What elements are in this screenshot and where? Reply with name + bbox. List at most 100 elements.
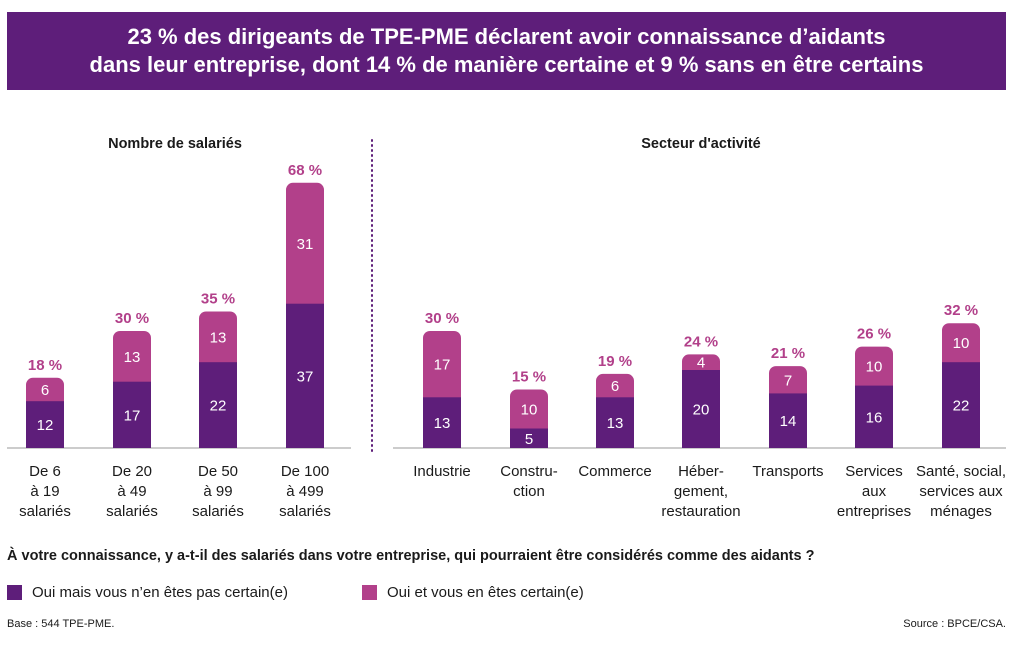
category-label-line: salariés (279, 503, 331, 520)
category-label-heber-gement-restauration: Héber-gement, restauration (661, 463, 740, 520)
value-label-certain-sante-social-services-aux-menages: 10 (953, 335, 970, 352)
bar-not-certain-transports (769, 393, 807, 448)
category-label-line: à 99 (203, 483, 232, 500)
value-label-not-certain-sante-social-services-aux-menages: 22 (953, 398, 970, 415)
total-label-constru-ction: 15 % (512, 369, 546, 386)
value-label-not-certain-transports: 14 (780, 413, 797, 430)
category-label-constru-ction: Constru-ction (500, 463, 558, 500)
category-label-de-6-a-19-salaries: De 6 à 19 salariés (19, 463, 71, 520)
legend-label-certain: Oui et vous en êtes certain(e) (387, 584, 584, 601)
category-label-commerce: Commerce (578, 463, 651, 480)
value-label-not-certain-services-aux-entreprises: 16 (866, 409, 883, 426)
category-label-line: entreprises (837, 503, 911, 520)
category-label-line: ménages (930, 503, 992, 520)
value-label-certain-heber-gement-restauration: 4 (697, 355, 705, 372)
total-label-industrie: 30 % (425, 310, 459, 327)
legend-swatch-certain (362, 585, 377, 600)
legend-label-not-certain: Oui mais vous n’en êtes pas certain(e) (32, 584, 288, 601)
value-label-certain-commerce: 6 (611, 378, 619, 395)
bar-not-certain-constru-ction (510, 428, 548, 448)
bar-not-certain-de-6-a-19-salaries (26, 401, 64, 448)
category-label-line: De 50 (198, 463, 238, 480)
value-label-certain-industrie: 17 (434, 357, 451, 374)
category-label-industrie: Industrie (413, 463, 471, 480)
category-label-transports: Transports (752, 463, 823, 480)
bar-not-certain-industrie (423, 397, 461, 448)
category-label-line: restauration (661, 503, 740, 520)
value-label-certain-de-6-a-19-salaries: 6 (41, 382, 49, 399)
category-label-line: Transports (752, 463, 823, 480)
legend-not-certain: Oui mais vous n’en êtes pas certain(e) (7, 584, 288, 601)
total-label-transports: 21 % (771, 345, 805, 362)
category-label-de-100-a-499-salaries: De 100 à 499 salariés (279, 463, 331, 520)
bar-certain-de-100-a-499-salaries (286, 182, 324, 314)
bar-certain-de-20-a-49-salaries (113, 331, 151, 392)
category-label-line: Commerce (578, 463, 651, 480)
value-label-certain-transports: 7 (784, 372, 792, 389)
value-label-not-certain-constru-ction: 5 (525, 431, 533, 448)
category-label-line: salariés (192, 503, 244, 520)
chart-title-nombre-de-salaries: Nombre de salariés (108, 136, 242, 152)
bar-not-certain-services-aux-entreprises (855, 385, 893, 448)
category-label-sante-social-services-aux-menages: Santé, social, services aux ménages (916, 463, 1006, 520)
legend-certain: Oui et vous en êtes certain(e) (362, 584, 584, 601)
bar-certain-industrie (423, 331, 461, 408)
category-label-line: De 6 (29, 463, 61, 480)
total-label-de-20-a-49-salaries: 30 % (115, 310, 149, 327)
category-label-line: salariés (19, 503, 71, 520)
bar-certain-sante-social-services-aux-menages (942, 323, 980, 373)
category-label-line: Industrie (413, 463, 471, 480)
category-label-line: Constru- (500, 463, 558, 480)
bar-not-certain-heber-gement-restauration (682, 370, 720, 448)
category-label-line: gement, (674, 483, 728, 500)
category-label-de-20-a-49-salaries: De 20 à 49 salariés (106, 463, 158, 520)
total-label-de-50-a-99-salaries: 35 % (201, 291, 235, 308)
total-label-services-aux-entreprises: 26 % (857, 326, 891, 343)
title-line-1: 23 % des dirigeants de TPE-PME déclarent… (127, 24, 886, 49)
total-label-de-100-a-499-salaries: 68 % (288, 162, 322, 179)
base-note: Base : 544 TPE-PME. (7, 618, 115, 630)
value-label-certain-de-20-a-49-salaries: 13 (124, 349, 141, 366)
category-label-line: aux (862, 483, 887, 500)
value-label-not-certain-de-100-a-499-salaries: 37 (297, 368, 314, 385)
value-label-certain-services-aux-entreprises: 10 (866, 359, 883, 376)
bar-certain-de-50-a-99-salaries (199, 311, 237, 373)
value-label-certain-de-50-a-99-salaries: 13 (210, 329, 227, 346)
survey-question: À votre connaissance, y a-t-il des salar… (7, 548, 815, 564)
bar-not-certain-de-20-a-49-salaries (113, 381, 151, 448)
chart-title-secteur-d-activite: Secteur d'activité (641, 136, 761, 152)
total-label-heber-gement-restauration: 24 % (684, 333, 718, 350)
value-label-not-certain-industrie: 13 (434, 415, 451, 432)
value-label-not-certain-de-6-a-19-salaries: 12 (37, 417, 54, 434)
category-label-de-50-a-99-salaries: De 50 à 99 salariés (192, 463, 244, 520)
value-label-not-certain-heber-gement-restauration: 20 (693, 402, 710, 419)
bar-not-certain-sante-social-services-aux-menages (942, 362, 980, 448)
bar-not-certain-de-50-a-99-salaries (199, 362, 237, 448)
value-label-not-certain-de-20-a-49-salaries: 17 (124, 407, 141, 424)
category-label-line: à 19 (30, 483, 59, 500)
value-label-not-certain-commerce: 13 (607, 415, 624, 432)
bar-not-certain-commerce (596, 397, 634, 448)
total-label-de-6-a-19-salaries: 18 % (28, 357, 62, 374)
category-label-line: De 100 (281, 463, 329, 480)
category-label-services-aux-entreprises: Services aux entreprises (837, 463, 911, 520)
total-label-commerce: 19 % (598, 353, 632, 370)
category-label-line: ction (513, 483, 545, 500)
category-label-line: Héber- (678, 463, 724, 480)
category-label-line: De 20 (112, 463, 152, 480)
value-label-certain-de-100-a-499-salaries: 31 (297, 236, 314, 253)
legend-swatch-not-certain (7, 585, 22, 600)
value-label-not-certain-de-50-a-99-salaries: 22 (210, 398, 227, 415)
source-note: Source : BPCE/CSA. (903, 618, 1006, 630)
category-label-line: Services (845, 463, 903, 480)
bar-not-certain-de-100-a-499-salaries (286, 303, 324, 448)
total-label-sante-social-services-aux-menages: 32 % (944, 302, 978, 319)
title-banner: 23 % des dirigeants de TPE-PME déclarent… (7, 12, 1006, 90)
value-label-certain-constru-ction: 10 (521, 402, 538, 419)
title-line-2: dans leur entreprise, dont 14 % de maniè… (89, 52, 924, 77)
category-label-line: à 499 (286, 483, 324, 500)
category-label-line: services aux (919, 483, 1003, 500)
stacked-bar-charts: Nombre de salariés 12 6 18 % De 6 à 19 salarié… (7, 136, 1006, 520)
category-label-line: salariés (106, 503, 158, 520)
bar-certain-constru-ction (510, 389, 548, 439)
